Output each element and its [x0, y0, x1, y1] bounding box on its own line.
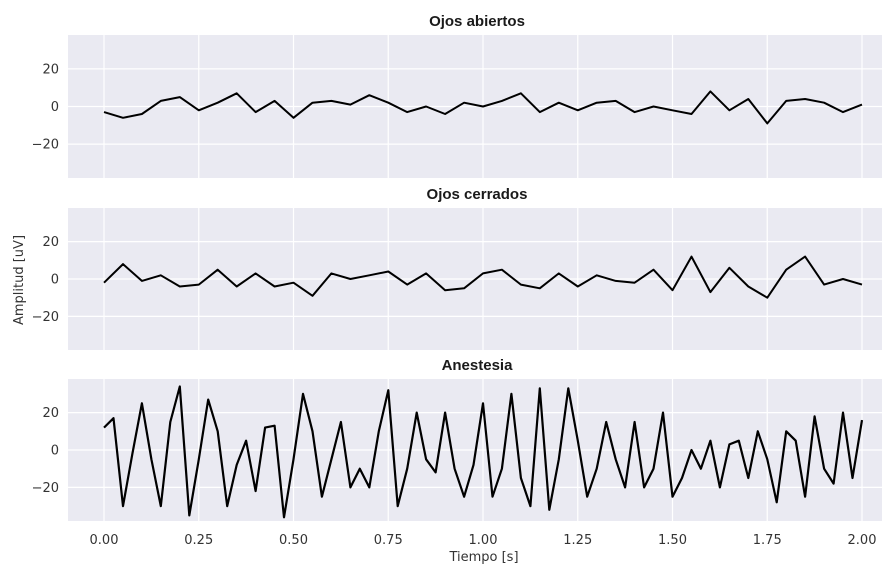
- panel-anestesia: Anestesia 20 0 −20: [32, 357, 882, 521]
- panel-title: Anestesia: [442, 357, 514, 374]
- panel-title: Ojos cerrados: [427, 186, 528, 203]
- panel-grid: [68, 35, 882, 178]
- y-tick-label: 20: [42, 235, 59, 250]
- y-tick-label: 0: [51, 444, 59, 459]
- x-tick-label: 2.00: [848, 533, 877, 548]
- y-tick-label: −20: [32, 310, 59, 325]
- x-tick-label: 0.00: [90, 533, 119, 548]
- y-axis-label: Amplitud [uV]: [12, 235, 27, 325]
- panel-ojos-abiertos: Ojos abiertos 20 0 −20: [32, 13, 882, 178]
- x-tick-label: 1.75: [753, 533, 782, 548]
- x-tick-label: 0.25: [184, 533, 213, 548]
- x-tick-label: 0.75: [374, 533, 403, 548]
- y-tick-labels: 20 0 −20: [32, 406, 59, 496]
- x-tick-label: 1.25: [563, 533, 592, 548]
- x-tick-labels: 0.00 0.25 0.50 0.75 1.00 1.25 1.50 1.75 2.00: [90, 533, 877, 548]
- y-tick-labels: 20 0 −20: [32, 235, 59, 325]
- y-tick-label: 20: [42, 406, 59, 421]
- y-tick-label: −20: [32, 481, 59, 496]
- x-tick-label: 1.00: [469, 533, 498, 548]
- series-line: [103, 90, 863, 125]
- y-tick-label: 20: [42, 62, 59, 77]
- series-line: [103, 255, 863, 299]
- panel-title: Ojos abiertos: [429, 13, 525, 30]
- panel-grid: [68, 379, 882, 521]
- y-tick-label: −20: [32, 138, 59, 153]
- x-tick-label: 0.50: [279, 533, 308, 548]
- x-axis-label: Tiempo [s]: [448, 550, 518, 565]
- y-tick-label: 0: [51, 273, 59, 288]
- series-line: [103, 385, 864, 519]
- panel-ojos-cerrados: Ojos cerrados 20 0 −20: [32, 186, 882, 350]
- y-tick-label: 0: [51, 100, 59, 115]
- x-tick-label: 1.50: [658, 533, 687, 548]
- y-tick-labels: 20 0 −20: [32, 62, 59, 152]
